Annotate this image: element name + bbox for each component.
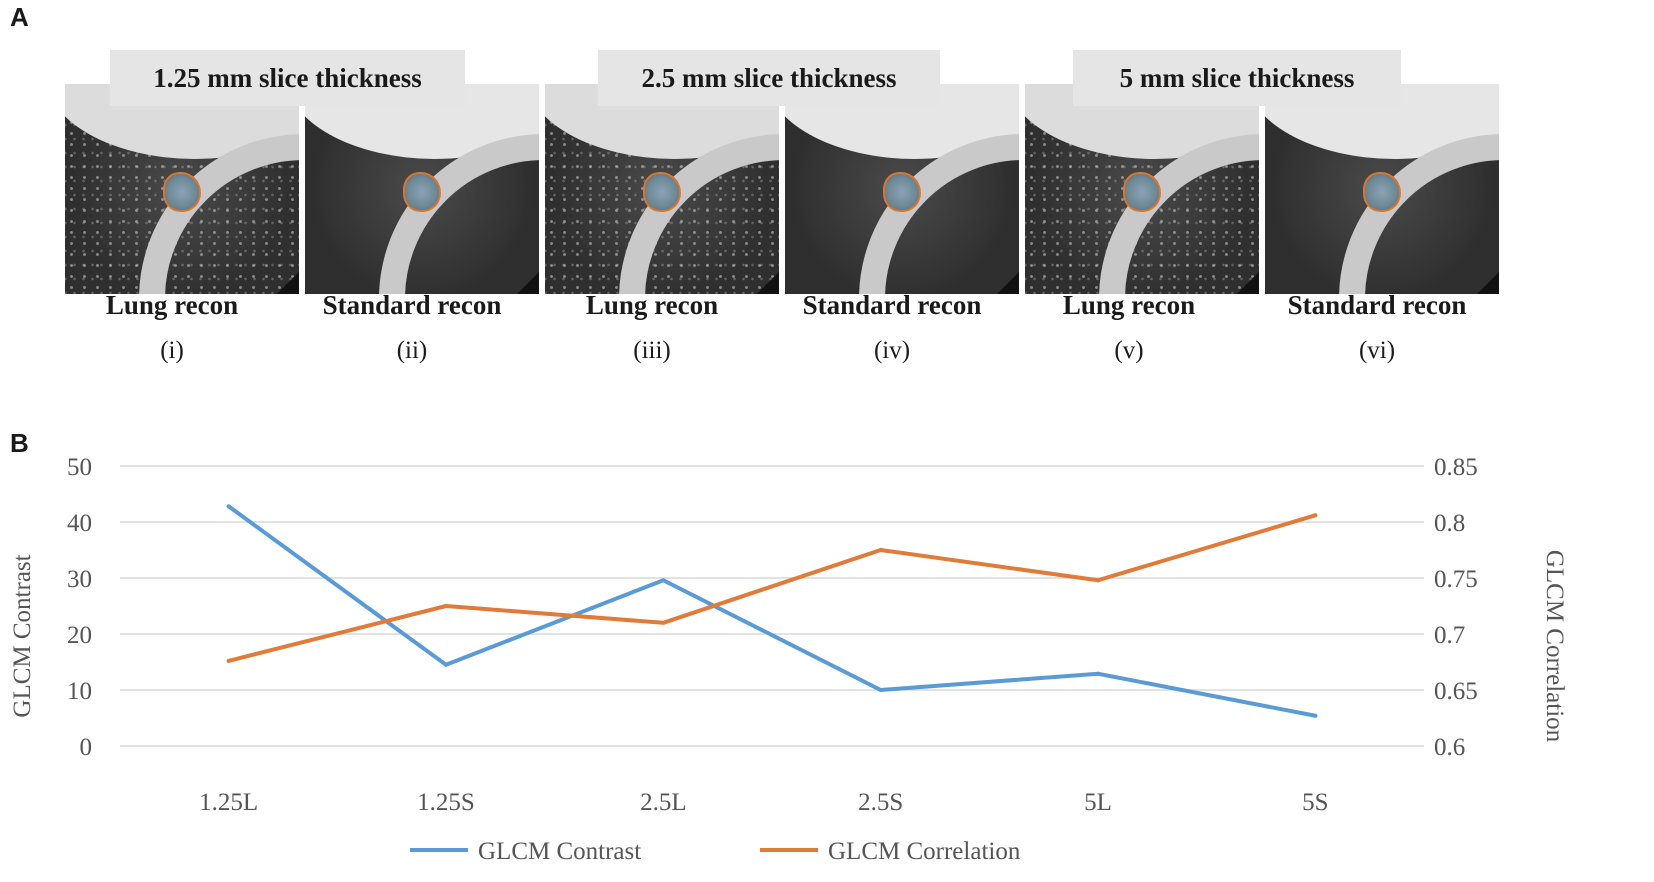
legend-label: GLCM Correlation	[828, 838, 1021, 865]
y-tick-label: 0	[80, 734, 93, 761]
group-title-2-5mm: 2.5 mm slice thickness	[598, 50, 940, 106]
caption-recon-ii: Standard recon	[322, 290, 502, 320]
ct-image-iv	[785, 84, 1019, 294]
caption-recon-iv: Standard recon	[802, 290, 982, 320]
y2-tick-label: 0.7	[1434, 622, 1465, 649]
ct-image-iii	[545, 84, 779, 294]
x-tick-label: 2.5L	[640, 789, 687, 816]
data-point-glcm-correlation	[1313, 513, 1318, 518]
y-tick-label: 10	[67, 678, 92, 705]
y2-tick-label: 0.8	[1434, 510, 1465, 537]
series-line-glcm-correlation	[226, 513, 1318, 663]
caption-index-iv: (iv)	[873, 337, 911, 364]
data-point-glcm-correlation	[444, 604, 448, 608]
caption-recon-v: Lung recon	[1062, 290, 1196, 320]
caption-recon-i: Lung recon	[105, 290, 239, 320]
ct-image-i	[65, 84, 299, 294]
y-tick-label: 20	[67, 622, 92, 649]
panel-b-label: B	[10, 428, 29, 458]
ct-image-ii	[305, 84, 539, 294]
data-point-glcm-contrast	[1313, 713, 1318, 718]
data-point-glcm-contrast	[1096, 671, 1100, 676]
x-tick-label: 2.5S	[858, 789, 903, 816]
data-point-glcm-correlation	[226, 658, 231, 663]
y-axis-title: GLCM Contrast	[9, 554, 36, 717]
caption-recon-vi: Standard recon	[1287, 290, 1467, 320]
data-point-glcm-contrast	[444, 662, 448, 667]
caption-index-i: (i)	[160, 337, 184, 364]
data-point-glcm-contrast	[661, 578, 666, 583]
panel-a-label: A	[10, 2, 29, 32]
caption-index-iii: (iii)	[633, 337, 671, 364]
line-chart: 0 10 20 30 40 50 0.6 0.65 0.7 0.75 0.8 0.85 1.25L 1.2…	[9, 454, 1568, 865]
series-line-glcm-contrast	[226, 504, 1318, 718]
group-title-5mm: 5 mm slice thickness	[1073, 50, 1401, 106]
group-title-1-25mm: 1.25 mm slice thickness	[110, 50, 465, 106]
y2-tick-label: 0.85	[1434, 454, 1478, 481]
x-tick-label: 5L	[1084, 789, 1112, 816]
caption-index-ii: (ii)	[396, 337, 428, 364]
y-tick-label: 50	[67, 454, 92, 481]
y2-tick-label: 0.6	[1434, 734, 1465, 761]
data-point-glcm-correlation	[1096, 578, 1100, 583]
data-point-glcm-contrast	[878, 688, 883, 692]
x-tick-label: 5S	[1302, 789, 1328, 816]
data-point-glcm-correlation	[661, 620, 666, 625]
caption-recon-iii: Lung recon	[585, 290, 719, 320]
y2-axis-title: GLCM Correlation	[1541, 550, 1568, 743]
x-tick-label: 1.25S	[417, 789, 475, 816]
y2-tick-label: 0.65	[1434, 678, 1478, 705]
y-tick-label: 40	[67, 510, 92, 537]
caption-index-v: (v)	[1114, 337, 1144, 364]
x-tick-label: 1.25L	[199, 789, 258, 816]
legend-label: GLCM Contrast	[478, 838, 641, 865]
y2-tick-label: 0.75	[1434, 566, 1478, 593]
data-point-glcm-correlation	[878, 548, 883, 552]
ct-image-vi	[1265, 84, 1499, 294]
y-tick-label: 30	[67, 566, 92, 593]
caption-index-vi: (vi)	[1358, 337, 1396, 364]
data-point-glcm-contrast	[226, 504, 231, 509]
ct-image-v	[1025, 84, 1259, 294]
